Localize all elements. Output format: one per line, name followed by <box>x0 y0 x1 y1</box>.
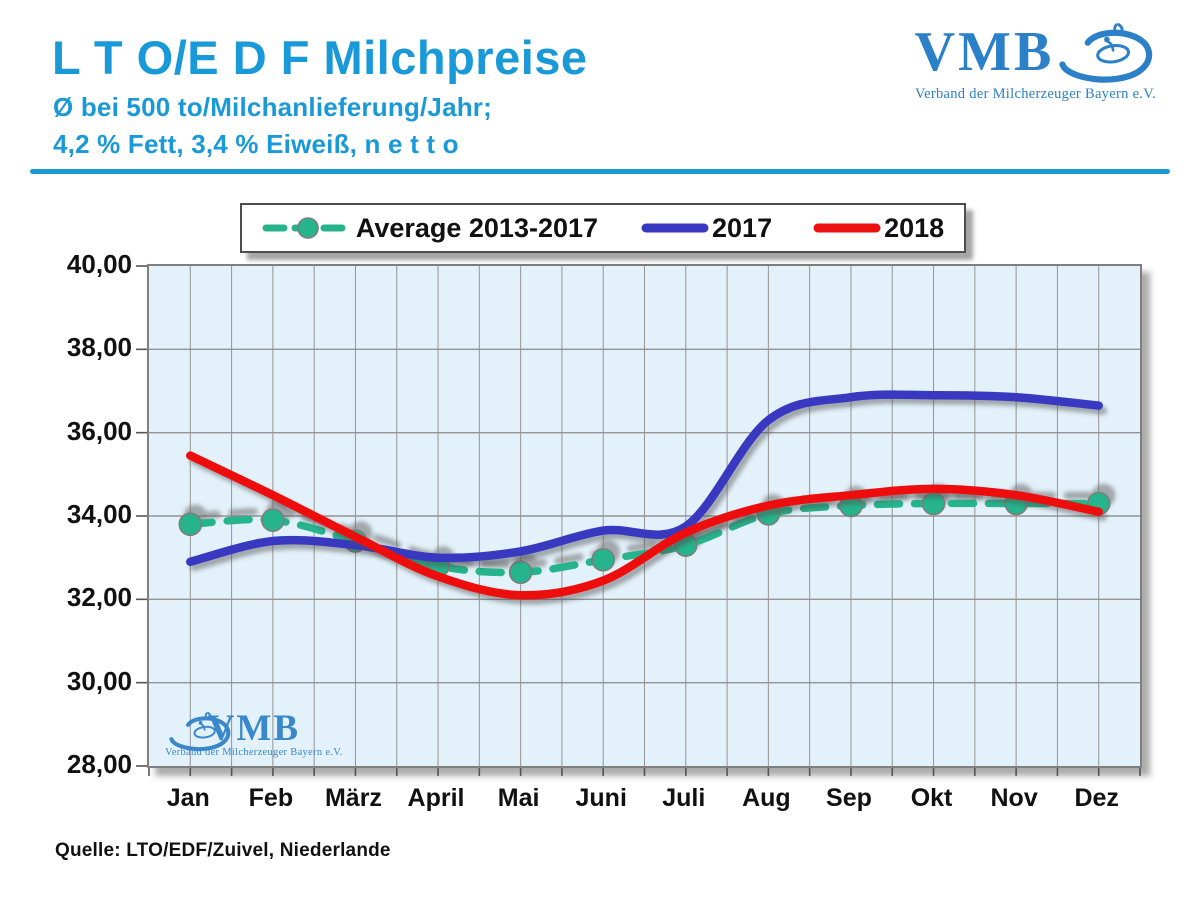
plot-area: VMB Verband der Milcherzeuger Bayern e.V… <box>136 264 1142 776</box>
legend-label-average: Average 2013-2017 <box>355 212 599 243</box>
legend-label-2017: 2017 <box>712 212 773 243</box>
header-divider <box>30 169 1170 174</box>
x-tick-label: Juli <box>662 784 706 812</box>
axis-ticks <box>136 265 1141 776</box>
x-tick-label: Juni <box>575 784 627 812</box>
x-tick-label: Feb <box>248 784 294 812</box>
watermark-caption: Verband der Milcherzeuger Bayern e.V. <box>165 747 343 758</box>
legend-2017-sample-icon <box>641 223 709 233</box>
legend-swatch-average <box>262 214 354 242</box>
brand-logo-row: VMB <box>893 20 1178 84</box>
y-tick-label: 28,00 <box>66 749 132 779</box>
y-tick-label: 30,00 <box>66 665 132 696</box>
y-tick-label: 36,00 <box>66 415 132 446</box>
subtitle-line-2: 4,2 % Fett, 3,4 % Eiweiß, n e t t o <box>53 129 459 159</box>
watermark-row: VMB <box>165 710 343 752</box>
legend-average-sample-icon <box>262 217 354 239</box>
chart-legend: Average 2013-2017 2017 2018 <box>240 203 966 253</box>
x-tick-label: Sep <box>826 784 872 812</box>
gridlines <box>149 266 1140 766</box>
brand-acronym: VMB <box>914 21 1055 83</box>
source-note: Quelle: LTO/EDF/Zuivel, Niederlande <box>55 840 391 861</box>
average-data-marker <box>508 560 533 585</box>
y-tick-label: 40,00 <box>66 249 132 279</box>
milk-swirl-icon <box>169 711 231 752</box>
legend-label-2018: 2018 <box>884 212 945 243</box>
average-data-marker <box>591 547 616 572</box>
x-tick-label: April <box>407 784 465 812</box>
brand-caption: Verband der Milcherzeuger Bayern e.V. <box>914 86 1157 102</box>
series-2017-line <box>186 390 1103 567</box>
series-2018-line <box>186 451 1103 600</box>
page-title: L T O/E D F Milchpreise <box>52 31 588 84</box>
milk-swirl-icon <box>1059 23 1153 83</box>
y-tick-label: 32,00 <box>66 582 132 613</box>
subtitle-line-1: Ø bei 500 to/Milchanlieferung/Jahr; <box>53 92 492 122</box>
average-data-marker <box>261 508 285 532</box>
x-tick-label: Okt <box>910 784 953 812</box>
x-tick-label: Dez <box>1074 784 1119 812</box>
average-data-marker <box>178 512 203 537</box>
brand-logo: VMB Verband der Milcherzeuger Bayern e.V… <box>893 20 1178 103</box>
x-tick-label: Mai <box>497 784 540 812</box>
y-tick-label: 34,00 <box>66 499 132 529</box>
chart-canvas <box>136 265 1141 776</box>
legend-swatch-2017 <box>640 214 710 242</box>
legend-2018-sample-icon <box>813 223 881 233</box>
x-tick-label: März <box>324 784 382 812</box>
plot-watermark: VMB Verband der Milcherzeuger Bayern e.V… <box>165 710 343 758</box>
x-tick-label: Aug <box>742 784 791 812</box>
y-tick-label: 38,00 <box>66 332 132 363</box>
average-data-marker <box>921 491 946 516</box>
x-tick-label: Nov <box>990 784 1038 812</box>
legend-swatch-2018 <box>812 214 882 242</box>
x-tick-label: Jan <box>166 784 210 812</box>
